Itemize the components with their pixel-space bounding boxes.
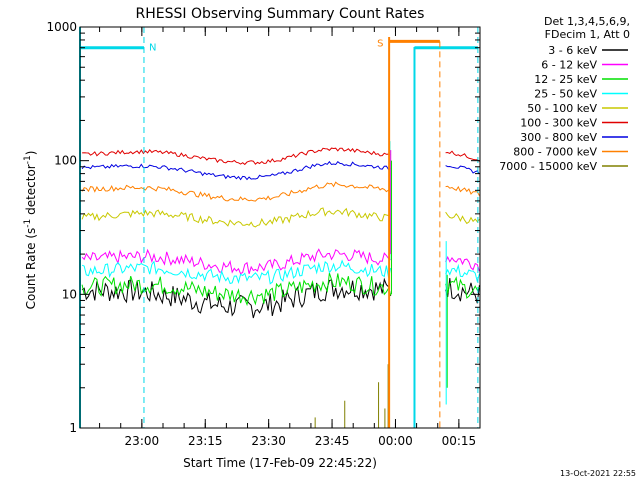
timestamp: 13-Oct-2021 22:55 [560, 469, 636, 478]
saa-label: S [377, 38, 383, 49]
chart-title: RHESSI Observing Summary Count Rates [136, 6, 425, 22]
y-tick-label: 1 [69, 421, 77, 435]
legend-label-3: 12 - 25 keV [534, 73, 597, 86]
y-label-end: ) [24, 151, 38, 156]
series-line-2-segment-1 [81, 248, 391, 275]
y-tick-label: 1000 [46, 20, 77, 34]
series-line-4-segment-1 [81, 259, 392, 285]
series-line-6-segment-2 [445, 150, 480, 162]
legend-label-7: 300 - 800 keV [520, 131, 597, 144]
y-axis-label: Count Rate (s-1 detector-1) [23, 151, 38, 310]
plot-frame [79, 26, 481, 429]
y-tick-label: 10 [62, 287, 77, 301]
legend-label-6: 100 - 300 keV [520, 117, 597, 130]
x-tick-label: 00:15 [442, 434, 477, 448]
axes: 1 10 100 1000 23:00 23:15 23:30 23:45 00:00 00:15 [46, 20, 481, 448]
legend-label-4: 25 - 50 keV [534, 88, 597, 101]
series-line-8-segment-2 [445, 185, 480, 196]
x-tick-label: 23:15 [188, 434, 223, 448]
legend-header-2: FDecim 1, Att 0 [545, 28, 630, 41]
x-axis-label: Start Time (17-Feb-09 22:45:22) [183, 456, 377, 470]
night-label: N [149, 43, 156, 54]
series-line-2-segment-2 [445, 255, 480, 272]
series-line-8-segment-1 [81, 181, 391, 202]
legend-label-5: 50 - 100 keV [527, 102, 597, 115]
series-line-1-segment-1 [81, 277, 392, 319]
legend-label-2: 6 - 12 keV [541, 59, 597, 72]
legend-label-9: 7000 - 15000 keV [499, 160, 597, 173]
series-line-3-segment-1 [81, 272, 392, 307]
y-label-sup-2: -1 [23, 155, 33, 164]
series-line-1-segment-2 [445, 278, 480, 304]
legend-label-1: 3 - 6 keV [548, 44, 597, 57]
x-tick-label: 23:30 [251, 434, 286, 448]
series-line-7-segment-2 [445, 165, 480, 175]
x-tick-label: 23:00 [125, 434, 160, 448]
series-line-7-segment-1 [81, 160, 391, 181]
x-tick-label: 23:45 [315, 434, 350, 448]
y-tick-label: 100 [54, 154, 77, 168]
series-line-4-segment-2 [445, 263, 480, 282]
legend: Det 1,3,4,5,6,9, FDecim 1, Att 0 3 - 6 k… [499, 15, 630, 173]
series-line-3-segment-2 [445, 276, 480, 299]
y-label-mid: detector [24, 164, 38, 219]
x-tick-label: 00:00 [378, 434, 413, 448]
series-line-5-segment-1 [81, 207, 392, 228]
series-line-6-segment-1 [82, 147, 391, 166]
y-label-sup-1: -1 [23, 219, 33, 228]
series-line-5-segment-2 [445, 211, 480, 225]
legend-header-1: Det 1,3,4,5,6,9, [544, 15, 630, 28]
legend-label-8: 800 - 7000 keV [513, 146, 597, 159]
